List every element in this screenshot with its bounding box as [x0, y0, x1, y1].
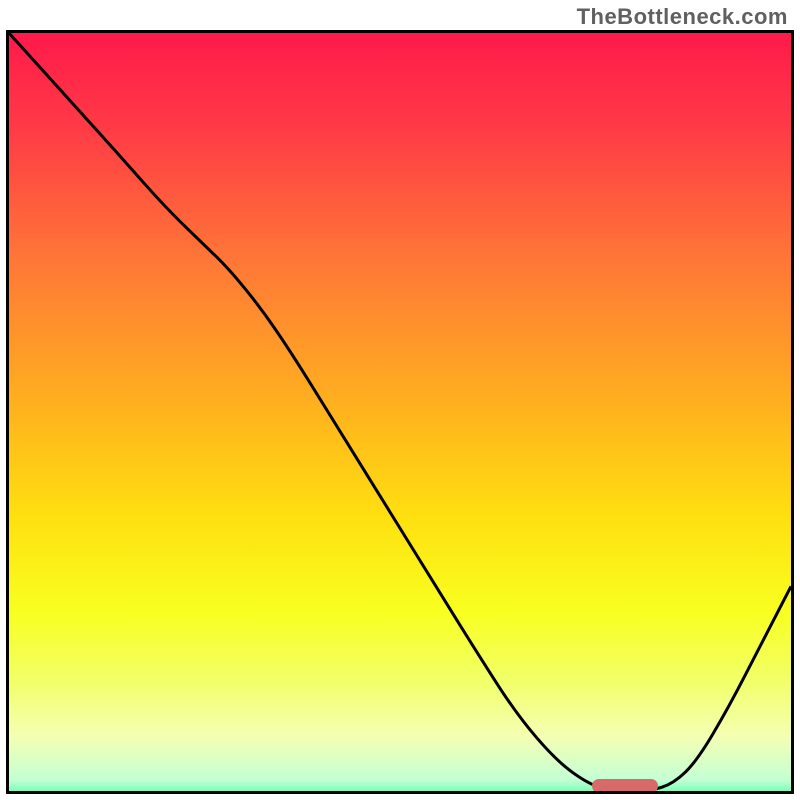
watermark-text: TheBottleneck.com [577, 4, 788, 30]
bottleneck-curve [9, 33, 791, 791]
plot-area [6, 30, 794, 794]
chart-container: TheBottleneck.com [0, 0, 800, 800]
optimal-range-marker [592, 779, 658, 793]
curve-layer [9, 33, 791, 791]
